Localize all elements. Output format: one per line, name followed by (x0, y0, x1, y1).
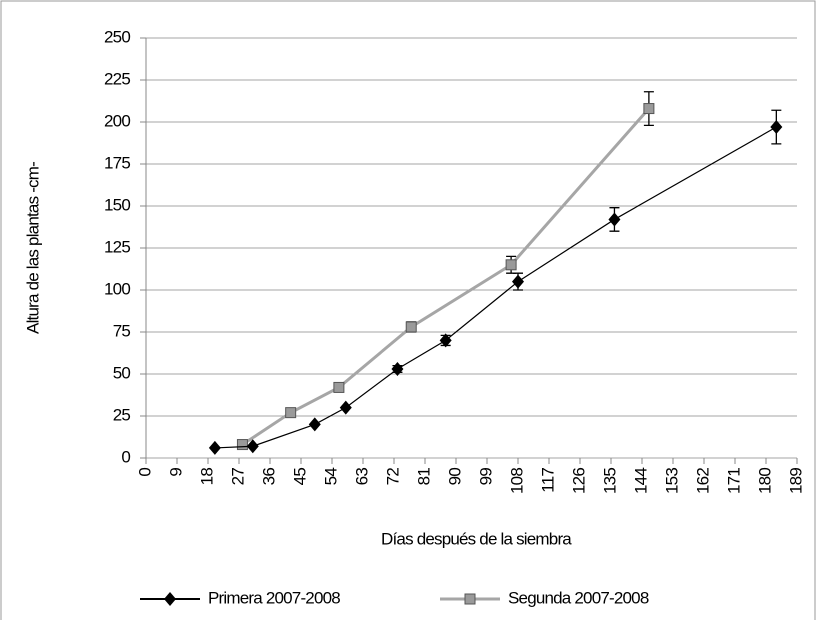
x-tick-label: 81 (414, 468, 433, 486)
y-tick-label: 25 (113, 405, 131, 424)
point (505, 259, 517, 271)
series-line (214, 126, 777, 449)
x-tick-label: 153 (662, 468, 681, 494)
y-tick-label: 200 (104, 111, 130, 130)
x-tick-label: 135 (600, 468, 619, 494)
x-tick-label: 171 (724, 468, 743, 494)
x-tick-label: 0 (135, 468, 154, 477)
point (236, 439, 248, 451)
x-tick-label: 90 (445, 468, 464, 486)
legend-label: Segunda 2007-2008 (508, 588, 649, 607)
x-tick-label: 108 (507, 468, 526, 494)
x-tick-label: 18 (197, 468, 216, 486)
legend-marker (164, 592, 176, 606)
point (608, 212, 621, 227)
y-tick-label: 100 (104, 279, 130, 298)
point (339, 400, 352, 415)
y-tick-label: 50 (113, 363, 131, 382)
y-axis-label: Altura de las plantas -cm- (23, 162, 42, 334)
x-tick-label: 117 (538, 468, 557, 493)
point (770, 120, 783, 135)
x-tick-label: 45 (290, 468, 309, 486)
x-tick-label: 189 (786, 468, 805, 494)
x-tick-label: 54 (321, 468, 340, 486)
y-tick-label: 175 (104, 153, 130, 172)
y-tick-label: 0 (121, 447, 130, 466)
point (285, 407, 297, 419)
x-tick-label: 36 (259, 468, 278, 486)
y-tick-label: 75 (113, 321, 131, 340)
x-tick-label: 9 (166, 468, 185, 477)
point (439, 333, 452, 348)
x-tick-label: 180 (755, 468, 774, 494)
y-tick-label: 225 (104, 69, 130, 88)
point (208, 440, 221, 455)
point (333, 381, 345, 393)
x-tick-label: 27 (228, 468, 247, 486)
x-tick-label: 126 (569, 468, 588, 494)
x-tick-label: 144 (631, 468, 650, 494)
point (405, 321, 417, 333)
x-tick-label: 72 (383, 468, 402, 486)
point (512, 274, 524, 289)
y-tick-label: 150 (104, 195, 130, 214)
legend-marker (464, 593, 476, 605)
series-line (241, 107, 651, 446)
point (246, 439, 259, 454)
point (308, 417, 321, 432)
legend-label: Primera 2007-2008 (208, 588, 340, 607)
x-tick-label: 99 (476, 468, 495, 486)
x-axis-label: Días después de la siembra (381, 529, 572, 548)
point (391, 361, 404, 376)
y-tick-label: 125 (104, 237, 130, 256)
y-tick-label: 250 (104, 27, 130, 46)
x-tick-label: 63 (352, 468, 371, 486)
x-tick-label: 162 (693, 468, 712, 494)
point (643, 103, 655, 115)
